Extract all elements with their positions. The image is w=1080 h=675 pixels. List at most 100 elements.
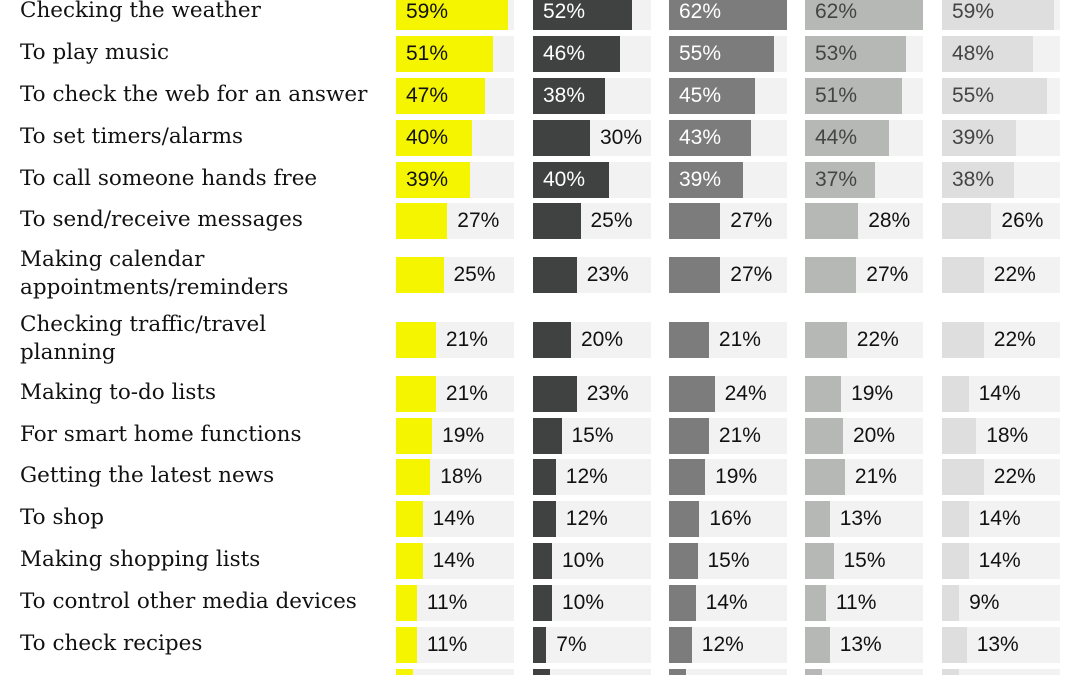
category-label: For smart home functions xyxy=(20,422,302,447)
value-label: 21% xyxy=(854,465,897,488)
value-label: 14% xyxy=(432,507,475,530)
bar-track: 25% xyxy=(396,257,514,293)
bar-track: 14% xyxy=(942,376,1060,412)
value-label: 16% xyxy=(709,507,752,530)
bar-track: 7% xyxy=(533,627,651,663)
bar xyxy=(533,627,547,663)
bar xyxy=(533,669,550,675)
bar-track: 47% xyxy=(396,78,514,114)
value-label: 11% xyxy=(426,591,468,614)
value-label: 11% xyxy=(835,591,877,614)
bar-track: 53% xyxy=(805,36,923,72)
bar-track: 27% xyxy=(396,203,514,239)
value-label: 15% xyxy=(707,549,750,572)
value-label: 55% xyxy=(952,84,995,107)
bar-track: 13% xyxy=(942,627,1060,663)
bar xyxy=(669,627,692,663)
value-label: 23% xyxy=(586,382,629,405)
bar-track: 40% xyxy=(533,162,651,198)
bar xyxy=(669,162,744,198)
bar-track: 22% xyxy=(942,459,1060,495)
bar-track: 11% xyxy=(396,585,514,621)
value-label: 7% xyxy=(556,633,587,656)
value-label: 55% xyxy=(679,42,722,65)
bar xyxy=(942,78,1047,114)
category-label: To set timers/alarms xyxy=(20,124,244,149)
bar-track: 39% xyxy=(669,162,787,198)
bar xyxy=(669,257,721,293)
bar xyxy=(396,376,436,412)
bar xyxy=(396,36,493,72)
value-label: 25% xyxy=(590,209,633,232)
bar-track xyxy=(669,669,787,675)
value-label: 27% xyxy=(866,263,909,286)
bar-track: 19% xyxy=(396,418,514,454)
bar xyxy=(396,669,413,675)
value-label: 30% xyxy=(600,126,643,149)
bar-track xyxy=(942,669,1060,675)
bar-track: 18% xyxy=(396,459,514,495)
bar xyxy=(533,322,571,358)
bar-track: 10% xyxy=(533,585,651,621)
category-label: To control other media devices xyxy=(20,589,357,614)
bar xyxy=(805,501,830,537)
bar xyxy=(942,669,959,675)
bar xyxy=(942,120,1017,156)
bar xyxy=(942,36,1034,72)
bar xyxy=(942,322,984,358)
bar-track: 48% xyxy=(942,36,1060,72)
bar xyxy=(533,162,609,198)
value-label: 13% xyxy=(839,507,882,530)
value-label: 22% xyxy=(856,328,899,351)
bar xyxy=(805,627,830,663)
bar-track: 38% xyxy=(533,78,651,114)
value-label: 12% xyxy=(701,633,744,656)
value-label: 21% xyxy=(445,382,488,405)
value-label: 45% xyxy=(679,84,722,107)
bar-track: 18% xyxy=(942,418,1060,454)
bar-track: 13% xyxy=(805,501,923,537)
value-label: 22% xyxy=(993,263,1036,286)
bar-track xyxy=(396,669,514,675)
bar xyxy=(396,0,509,30)
bar xyxy=(669,203,721,239)
value-label: 18% xyxy=(440,465,483,488)
value-label: 10% xyxy=(562,549,605,572)
bar-track: 11% xyxy=(805,585,923,621)
value-label: 21% xyxy=(445,328,488,351)
bar-track: 21% xyxy=(396,376,514,412)
value-label: 19% xyxy=(442,424,485,447)
value-label: 27% xyxy=(730,263,773,286)
bar xyxy=(942,501,969,537)
value-label: 27% xyxy=(457,209,500,232)
bar xyxy=(533,543,552,579)
bar xyxy=(669,36,774,72)
bar xyxy=(805,162,876,198)
bar-track: 55% xyxy=(942,78,1060,114)
bar-track: 21% xyxy=(805,459,923,495)
value-label: 26% xyxy=(1001,209,1044,232)
bar xyxy=(396,585,417,621)
value-label: 59% xyxy=(406,0,449,23)
value-label: 14% xyxy=(978,549,1021,572)
bar-track: 23% xyxy=(533,376,651,412)
value-label: 53% xyxy=(815,42,858,65)
bar xyxy=(669,418,709,454)
value-label: 51% xyxy=(406,42,449,65)
value-label: 38% xyxy=(543,84,586,107)
category-label: Checking the weather xyxy=(20,0,261,23)
value-label: 51% xyxy=(815,84,858,107)
bar xyxy=(805,78,902,114)
bar-track: 19% xyxy=(805,376,923,412)
bar-track: 23% xyxy=(533,257,651,293)
bar-track: 51% xyxy=(396,36,514,72)
value-label: 46% xyxy=(543,42,586,65)
bar xyxy=(396,543,423,579)
bar xyxy=(942,459,984,495)
bar xyxy=(669,459,706,495)
bar xyxy=(533,585,552,621)
value-label: 38% xyxy=(952,168,995,191)
bar xyxy=(396,627,417,663)
bar-track: 24% xyxy=(669,376,787,412)
bar-track: 39% xyxy=(942,120,1060,156)
